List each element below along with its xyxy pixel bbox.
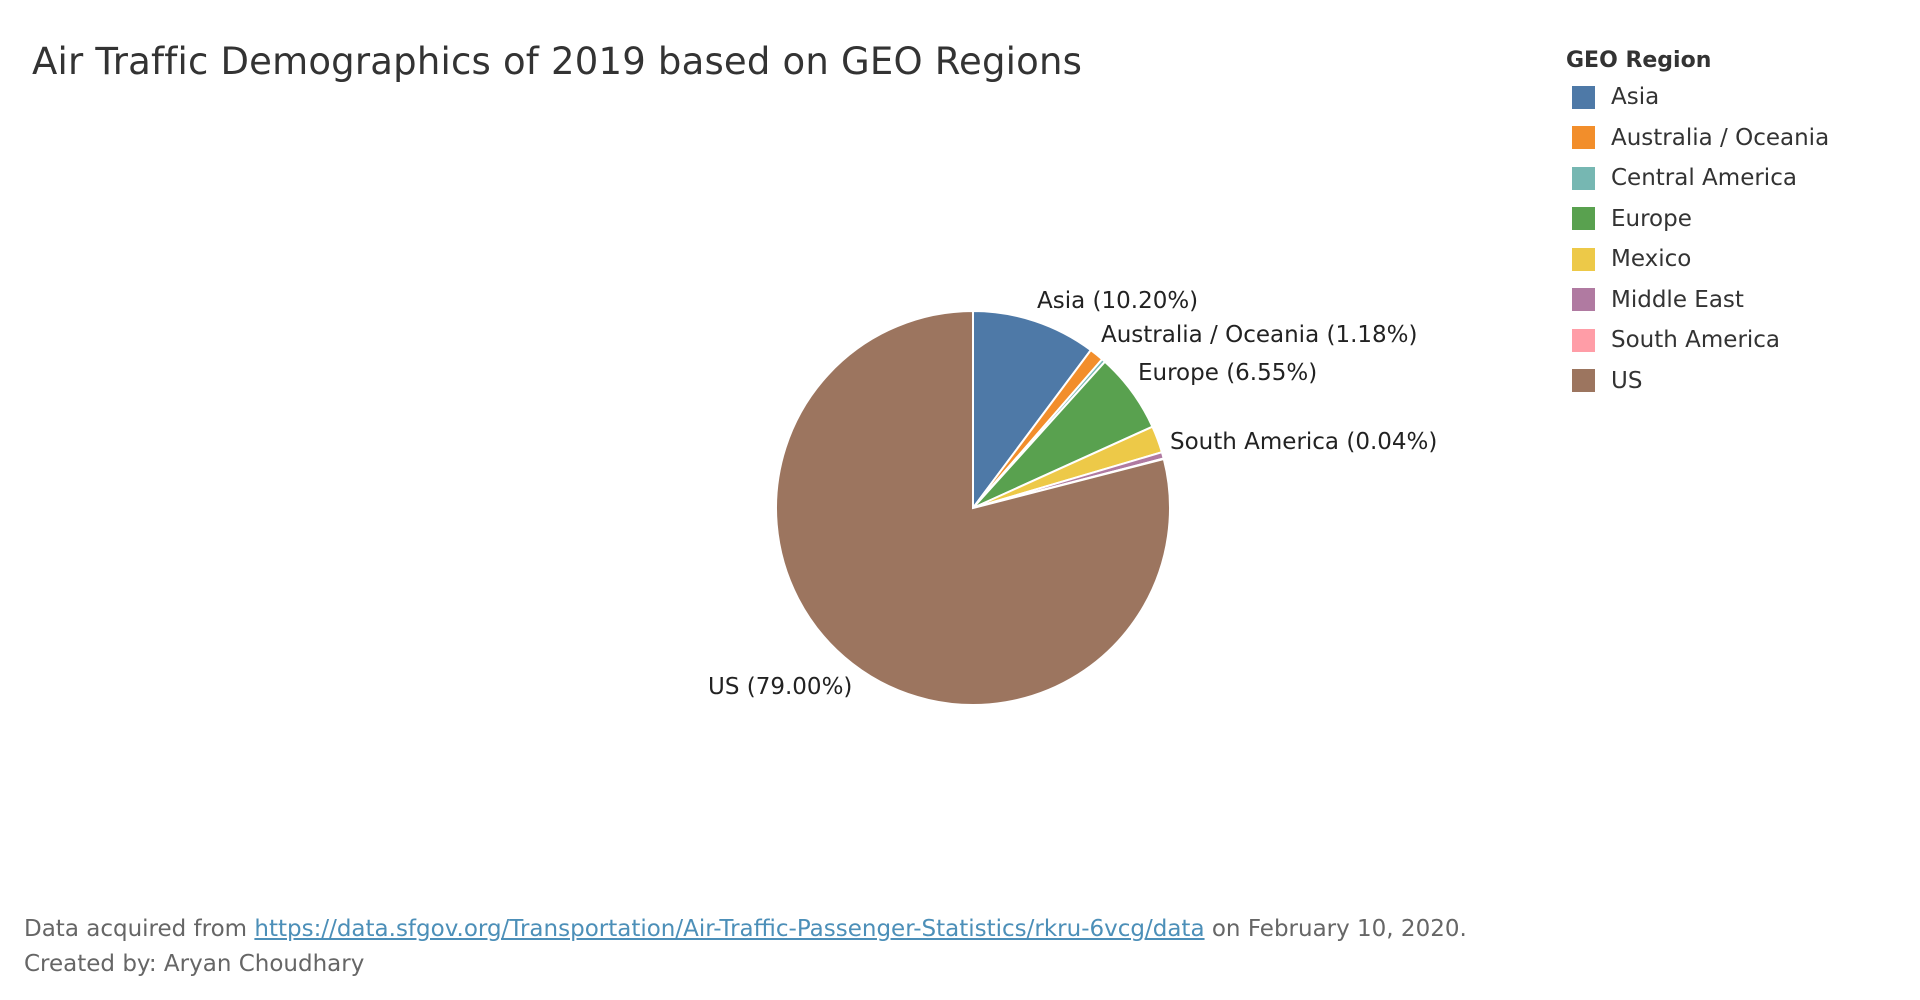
legend-item[interactable]: South America: [1566, 320, 1829, 361]
credit-line: Created by: Aryan Choudhary: [24, 951, 365, 977]
legend-swatch: [1572, 369, 1595, 393]
legend-item[interactable]: Australia / Oceania: [1566, 118, 1829, 159]
legend-label: South America: [1611, 327, 1781, 354]
legend-item[interactable]: Asia: [1566, 77, 1829, 118]
source-line: Data acquired from https://data.sfgov.or…: [24, 912, 1467, 947]
legend-label: Central America: [1611, 165, 1797, 192]
legend-label: Australia / Oceania: [1611, 124, 1830, 151]
source-link[interactable]: https://data.sfgov.org/Transportation/Ai…: [254, 916, 1205, 942]
legend-item[interactable]: US: [1566, 361, 1829, 402]
legend: GEO Region Asia Australia / Oceania Cent…: [1566, 48, 1829, 401]
slice-label-us: US (79.00%): [708, 674, 852, 700]
source-suffix: on February 10, 2020.: [1204, 916, 1467, 942]
slice-label-south-america: South America (0.04%): [1170, 429, 1437, 455]
slice-label-asia: Asia (10.20%): [1037, 288, 1198, 314]
legend-swatch: [1572, 207, 1595, 231]
legend-item[interactable]: Middle East: [1566, 280, 1829, 321]
legend-item[interactable]: Central America: [1566, 158, 1829, 199]
slice-label-europe: Europe (6.55%): [1138, 360, 1317, 386]
slice-label-australia-oceania: Australia / Oceania (1.18%): [1101, 322, 1418, 348]
source-prefix: Data acquired from: [24, 916, 255, 942]
legend-label: Middle East: [1611, 286, 1744, 313]
legend-swatch: [1572, 166, 1595, 190]
chart-title: Air Traffic Demographics of 2019 based o…: [32, 40, 1083, 83]
legend-label: Mexico: [1611, 246, 1692, 273]
legend-swatch: [1572, 288, 1595, 312]
footer: Data acquired from https://data.sfgov.or…: [24, 912, 1467, 982]
pie-slice-us[interactable]: [775, 309, 1171, 706]
legend-swatch: [1572, 247, 1595, 271]
legend-label: US: [1611, 367, 1643, 394]
legend-swatch: [1572, 328, 1595, 352]
legend-label: Asia: [1611, 84, 1660, 111]
legend-swatch: [1572, 126, 1595, 150]
legend-item[interactable]: Europe: [1566, 199, 1829, 240]
pie-slice-asia[interactable]: [972, 309, 1093, 512]
legend-title: GEO Region: [1566, 48, 1712, 73]
legend-item[interactable]: Mexico: [1566, 239, 1829, 280]
legend-label: Europe: [1611, 205, 1692, 232]
legend-swatch: [1572, 85, 1595, 109]
